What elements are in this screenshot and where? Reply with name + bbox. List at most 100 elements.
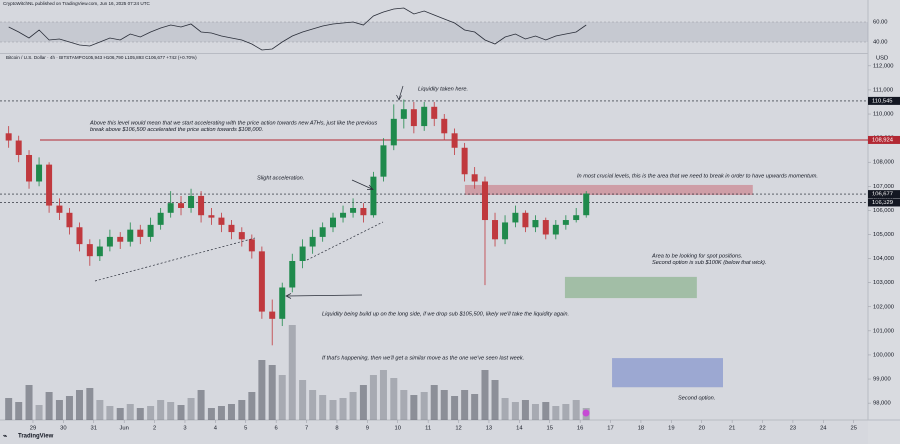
arrow-head xyxy=(367,184,374,190)
x-tick-label: 15 xyxy=(547,426,553,432)
volume-bar xyxy=(552,406,560,420)
price-label: 108,924 xyxy=(872,137,894,143)
volume-bar xyxy=(167,402,175,420)
volume-bar xyxy=(278,375,286,420)
candle-body xyxy=(573,215,580,221)
price-label-box xyxy=(868,190,900,199)
candle-body xyxy=(552,224,559,235)
candle-body xyxy=(76,227,83,245)
y-tick-label: 104,000 xyxy=(873,256,894,262)
candle-body xyxy=(15,140,22,155)
candle-body xyxy=(562,220,569,225)
volume-bar xyxy=(379,370,387,420)
candle-body xyxy=(370,176,377,216)
volume-bar xyxy=(177,405,185,420)
volume-bar xyxy=(116,408,124,420)
volume-bar xyxy=(400,390,408,420)
annotation: If that's happening, then we'll get a si… xyxy=(322,355,524,361)
annotation: In most crucial levels, this is the area… xyxy=(577,173,818,179)
volume-bar xyxy=(258,360,266,420)
y-tick-label: 102,000 xyxy=(873,304,894,310)
candle-body xyxy=(360,207,367,216)
volume-bar xyxy=(157,400,165,420)
y-tick-label: 111,000 xyxy=(873,87,893,93)
volume-bar xyxy=(75,390,83,420)
volume-bar xyxy=(86,388,94,420)
candle-body xyxy=(86,244,93,257)
volume-bar xyxy=(227,404,235,420)
annotation: Liquidity being build up on the long sid… xyxy=(322,311,569,317)
arrow xyxy=(398,85,404,100)
x-tick-label: 31 xyxy=(91,426,97,432)
candle-body xyxy=(198,195,205,216)
x-tick-label: 29 xyxy=(30,426,36,432)
x-tick-label: 2 xyxy=(153,426,156,432)
arrow xyxy=(351,179,373,190)
x-tick-label: 25 xyxy=(850,426,856,432)
volume-bar xyxy=(572,400,580,420)
candle-body xyxy=(46,164,53,206)
candle-body xyxy=(56,205,63,213)
volume-bar xyxy=(349,392,357,420)
candle-body xyxy=(542,220,549,235)
candle-body xyxy=(26,154,33,182)
candle-body xyxy=(178,203,185,208)
y-tick-label: 108,000 xyxy=(873,160,894,166)
candle-body xyxy=(410,109,417,127)
zone xyxy=(464,184,753,195)
drawings xyxy=(94,85,404,299)
price-label-box xyxy=(868,198,900,207)
volume-bar xyxy=(471,394,479,420)
candle-body xyxy=(461,147,468,175)
candle-body xyxy=(269,311,276,319)
y-tick-label: 98,000 xyxy=(873,401,891,407)
volume-bar xyxy=(65,396,73,420)
x-tick-label: 20 xyxy=(698,426,704,432)
candle-body xyxy=(238,232,245,240)
candle-body xyxy=(400,109,407,119)
candle-body xyxy=(481,181,488,221)
price-label: 106,329 xyxy=(872,200,893,206)
y-tick-label: 100,000 xyxy=(873,352,894,358)
candle-body xyxy=(157,212,164,225)
x-tick-label: 7 xyxy=(305,426,308,432)
x-tick-label: 8 xyxy=(335,426,338,432)
x-tick-label: 16 xyxy=(577,426,583,432)
volume-bar xyxy=(106,406,114,420)
header: CryptoWitchNL published on TradingView.c… xyxy=(3,1,151,6)
volume-bar xyxy=(299,380,307,420)
candle-body xyxy=(137,229,144,237)
candle-body xyxy=(299,246,306,261)
volume-bar xyxy=(481,370,489,420)
volume-bar xyxy=(451,396,459,420)
ohlc: O105,943 H106,790 L105,893 C106,677 +742… xyxy=(82,55,197,60)
volume-bar xyxy=(531,404,539,420)
annotation: Liquidity taken here. xyxy=(418,86,468,92)
candle-body xyxy=(431,106,438,119)
currency: USD xyxy=(876,56,888,62)
y-tick-label: 105,000 xyxy=(873,232,894,238)
y-tick-label: 99,000 xyxy=(873,377,891,383)
annotation: break above $106,500 accelerated the pri… xyxy=(90,127,263,133)
candle-body xyxy=(350,207,357,213)
volume-bar xyxy=(55,400,63,420)
candle-body xyxy=(390,118,397,146)
x-tick-label: 21 xyxy=(729,426,735,432)
volume-bar xyxy=(136,408,144,420)
x-tick-label: 11 xyxy=(425,426,431,432)
x-tick-label: 30 xyxy=(60,426,66,432)
volume-bar xyxy=(309,390,317,420)
arrow-head xyxy=(285,293,292,299)
volume-bar xyxy=(268,365,276,420)
volume-bar xyxy=(390,378,398,420)
price-label: 110,545 xyxy=(872,98,893,104)
x-tick-label: Jun xyxy=(119,426,128,432)
symbol: Bitcoin / U.S. Dollar · 4h · BITSTAMP xyxy=(6,55,82,60)
volume-bar xyxy=(339,398,347,420)
candle-body xyxy=(380,145,387,177)
candle-body xyxy=(502,222,509,240)
annotation: Second option is sub $100K (below that w… xyxy=(652,260,766,266)
candle-body xyxy=(127,229,134,242)
volume-bar xyxy=(511,402,519,420)
